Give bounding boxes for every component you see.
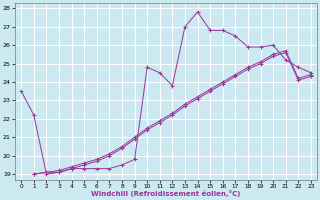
X-axis label: Windchill (Refroidissement éolien,°C): Windchill (Refroidissement éolien,°C)	[92, 190, 241, 197]
